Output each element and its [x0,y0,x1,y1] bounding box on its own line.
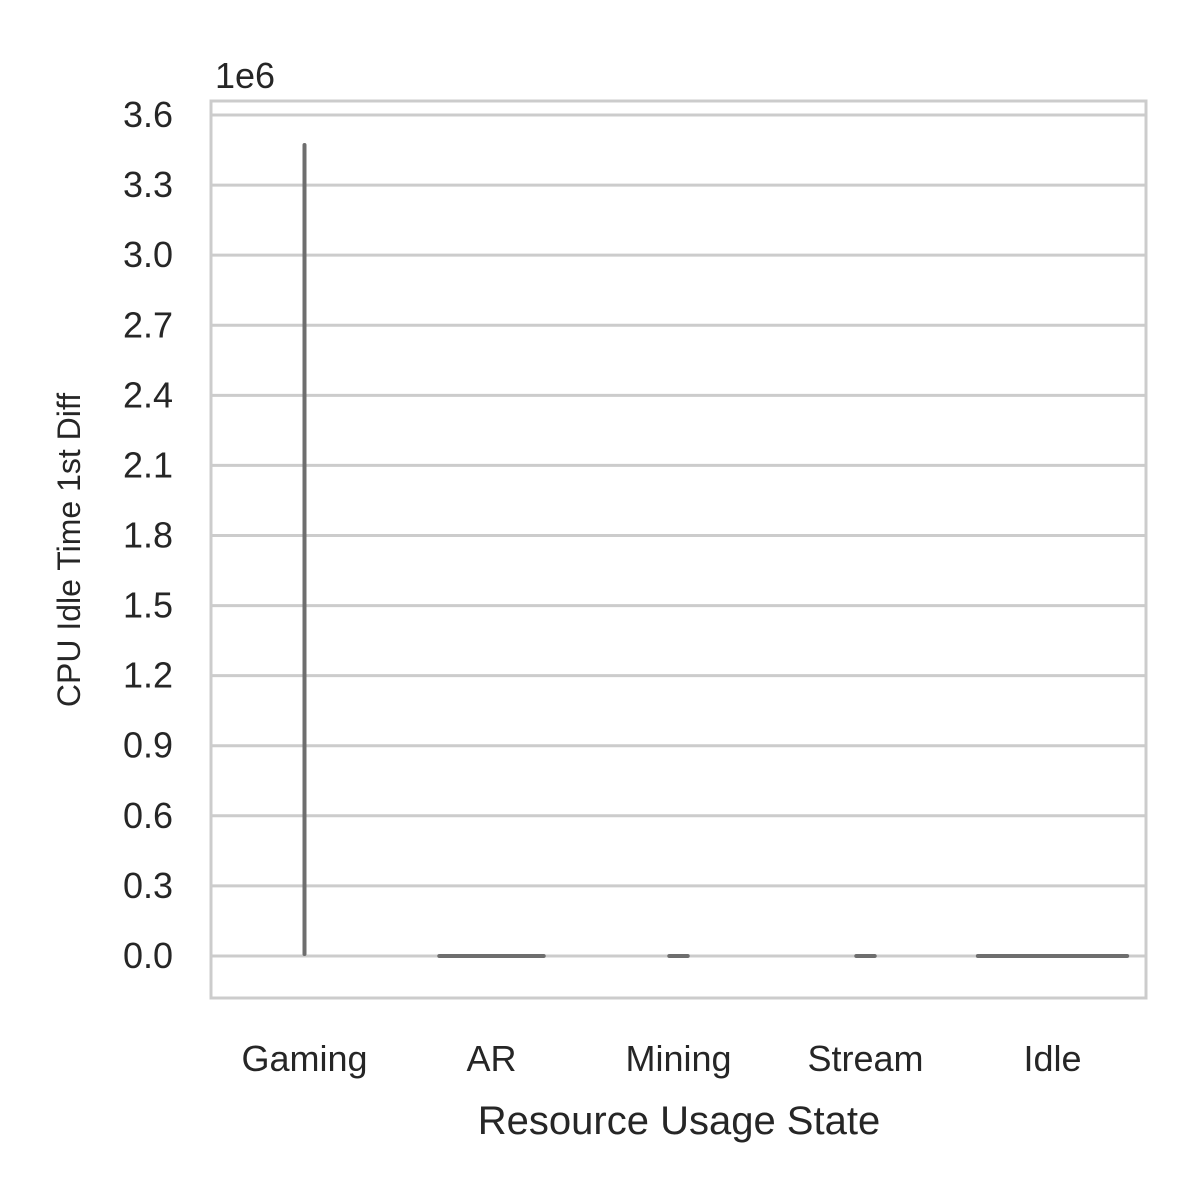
x-tick-labels: Gaming AR Mining Stream Idle [241,1038,1081,1079]
violin-gaming [302,143,307,956]
y-tick-label: 1.2 [123,655,173,696]
y-tick-label: 0.9 [123,725,173,766]
y-tick-label: 3.3 [123,164,173,205]
y-tick-label: 0.3 [123,865,173,906]
y-axis-title: CPU Idle Time 1st Diff [51,393,87,707]
y-tick-label: 1.8 [123,514,173,555]
x-tick-label: Stream [807,1038,923,1079]
x-tick-label: Mining [625,1038,731,1079]
x-tick-label: AR [466,1038,516,1079]
violin-mining [667,953,690,958]
y-offset-label: 1e6 [215,55,275,96]
x-tick-label: Idle [1023,1038,1081,1079]
y-tick-label: 3.6 [123,94,173,135]
y-tick-label: 2.4 [123,374,173,415]
x-tick-label: Gaming [241,1038,367,1079]
y-tick-label: 0.6 [123,795,173,836]
plot-frame [209,99,1148,1000]
grid-layer [211,113,1146,958]
y-tick-label: 2.1 [123,444,173,485]
violin-stream [854,953,877,958]
violin-idle [975,953,1130,958]
x-axis-title: Resource Usage State [478,1099,880,1143]
y-tick-label: 2.7 [123,304,173,345]
y-tick-labels: 0.0 0.3 0.6 0.9 1.2 1.5 1.8 2.1 2.4 2.7 3.0 3.3 3.6 [123,94,173,976]
y-tick-label: 1.5 [123,585,173,626]
violin-ar [437,953,546,958]
y-tick-label: 3.0 [123,234,173,275]
y-tick-label: 0.0 [123,935,173,976]
violin-layer [302,143,1130,958]
